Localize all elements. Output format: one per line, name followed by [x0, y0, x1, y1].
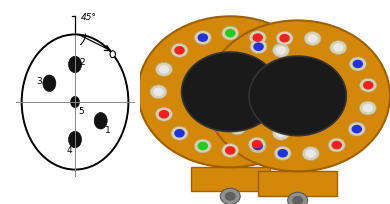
Circle shape — [291, 110, 302, 119]
Circle shape — [348, 122, 365, 136]
Circle shape — [225, 146, 236, 155]
Circle shape — [69, 56, 82, 73]
Circle shape — [156, 107, 172, 121]
Text: 1: 1 — [105, 126, 111, 135]
Circle shape — [182, 52, 279, 132]
Circle shape — [150, 85, 167, 99]
Circle shape — [351, 125, 362, 133]
Circle shape — [233, 58, 244, 67]
Circle shape — [291, 65, 302, 74]
Circle shape — [292, 196, 303, 204]
Circle shape — [330, 41, 347, 54]
Circle shape — [197, 142, 208, 150]
Circle shape — [333, 43, 344, 52]
Text: 3: 3 — [36, 77, 42, 86]
Text: 5: 5 — [78, 107, 84, 116]
Circle shape — [288, 62, 305, 76]
Circle shape — [229, 121, 246, 135]
Circle shape — [174, 129, 185, 137]
Circle shape — [71, 96, 80, 108]
Circle shape — [288, 192, 308, 204]
Circle shape — [294, 85, 310, 99]
Circle shape — [171, 43, 188, 57]
Circle shape — [220, 188, 240, 204]
Circle shape — [249, 56, 346, 136]
Circle shape — [194, 31, 211, 44]
Circle shape — [363, 81, 374, 90]
Circle shape — [302, 147, 319, 161]
Circle shape — [307, 34, 318, 43]
Circle shape — [276, 129, 286, 137]
Circle shape — [359, 101, 376, 115]
Circle shape — [253, 42, 264, 51]
Circle shape — [252, 142, 263, 150]
Circle shape — [273, 43, 289, 57]
Circle shape — [276, 46, 286, 55]
Circle shape — [304, 32, 321, 45]
Circle shape — [94, 113, 107, 129]
Circle shape — [249, 139, 266, 153]
Circle shape — [277, 149, 288, 157]
Circle shape — [248, 137, 266, 151]
FancyBboxPatch shape — [259, 171, 337, 195]
Circle shape — [232, 123, 243, 132]
Circle shape — [153, 88, 164, 96]
Circle shape — [328, 138, 345, 152]
Circle shape — [274, 146, 291, 160]
Circle shape — [171, 126, 188, 140]
Circle shape — [252, 33, 263, 42]
FancyBboxPatch shape — [191, 167, 269, 191]
Circle shape — [273, 126, 289, 140]
Circle shape — [360, 78, 377, 92]
Circle shape — [250, 40, 267, 54]
Circle shape — [349, 57, 366, 71]
Circle shape — [222, 79, 233, 88]
Circle shape — [43, 75, 56, 91]
Circle shape — [174, 46, 185, 55]
Circle shape — [222, 26, 239, 40]
Circle shape — [225, 192, 236, 201]
Circle shape — [252, 140, 262, 149]
Circle shape — [159, 65, 169, 74]
Circle shape — [276, 31, 293, 45]
Circle shape — [219, 77, 236, 91]
Circle shape — [218, 100, 236, 113]
Circle shape — [230, 56, 247, 70]
Circle shape — [194, 139, 211, 153]
Text: 2: 2 — [80, 58, 85, 67]
Circle shape — [138, 16, 323, 167]
Circle shape — [197, 33, 208, 42]
Circle shape — [110, 51, 115, 58]
Circle shape — [353, 60, 363, 68]
Circle shape — [297, 88, 307, 96]
Circle shape — [225, 29, 236, 38]
Circle shape — [305, 149, 316, 158]
Circle shape — [249, 31, 266, 44]
Text: 4: 4 — [66, 146, 72, 155]
Circle shape — [288, 107, 305, 121]
Circle shape — [69, 131, 82, 148]
Circle shape — [205, 20, 390, 171]
Circle shape — [332, 141, 342, 149]
Text: 45°: 45° — [80, 13, 96, 22]
Circle shape — [159, 110, 169, 119]
Circle shape — [363, 104, 373, 112]
Circle shape — [156, 62, 172, 76]
Circle shape — [222, 102, 232, 111]
Circle shape — [222, 143, 239, 157]
Circle shape — [279, 34, 290, 42]
